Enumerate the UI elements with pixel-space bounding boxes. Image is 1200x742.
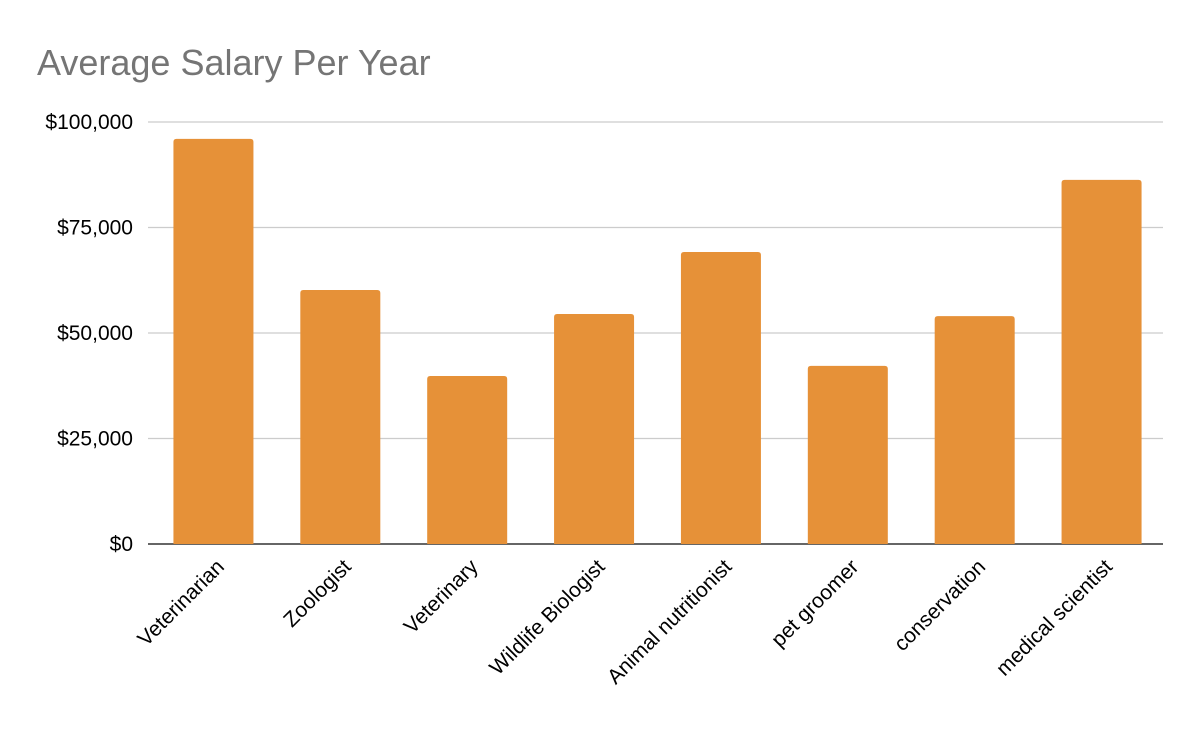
bar — [680, 251, 761, 544]
y-tick-label: $100,000 — [45, 111, 133, 134]
bar — [427, 376, 508, 544]
bar — [554, 314, 635, 544]
y-tick-label: $50,000 — [57, 322, 133, 345]
x-category-label: Zoologist — [279, 555, 356, 632]
x-category-label: Veterinary — [400, 555, 483, 638]
bar — [934, 316, 1015, 544]
bar — [173, 138, 254, 544]
y-tick-label: $75,000 — [57, 217, 133, 240]
bar — [300, 289, 381, 544]
y-tick-label: $0 — [110, 533, 133, 556]
x-category-label: pet groomer — [767, 555, 863, 651]
chart-title: Average Salary Per Year — [37, 42, 431, 83]
bar — [1061, 179, 1142, 544]
x-category-label: Animal nutritionist — [603, 555, 737, 689]
x-category-label: medical scientist — [992, 555, 1117, 680]
x-category-label: Veterinarian — [133, 555, 229, 651]
y-tick-label: $25,000 — [57, 428, 133, 451]
x-category-label: Wildlife Biologist — [485, 555, 609, 679]
x-category-label: conservation — [890, 555, 990, 655]
bar — [807, 365, 888, 544]
